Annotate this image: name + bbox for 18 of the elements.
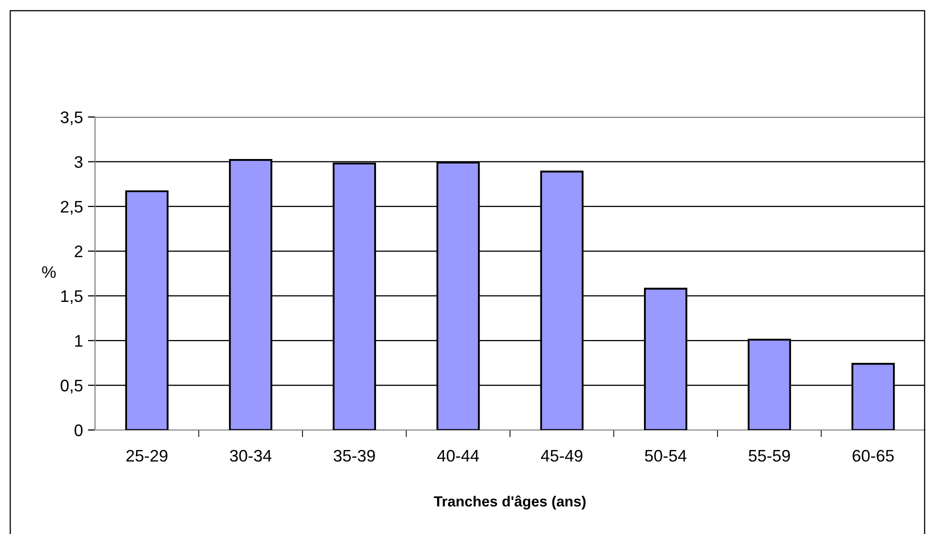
- x-tick-label: 25-29: [126, 450, 168, 462]
- y-tick-label: 2: [74, 246, 82, 258]
- x-tick-label: 35-39: [334, 450, 375, 462]
- y-tick-label: 0,5: [60, 380, 82, 394]
- y-tick-label: 1,5: [61, 290, 82, 304]
- y-tick-label: 2,5: [60, 200, 82, 215]
- x-tick-label: 45-49: [540, 450, 582, 462]
- x-tick-label: 30-34: [230, 450, 272, 462]
- y-tick-label: 3: [74, 156, 82, 168]
- x-tick-label: 50-54: [644, 450, 686, 462]
- x-axis-title: Tranches d'âges (ans): [434, 496, 586, 510]
- y-tick-label: 1: [75, 335, 82, 347]
- x-tick-label: 40-44: [437, 450, 479, 462]
- y-tick-label: 3,5: [60, 111, 82, 126]
- y-axis-title: %: [42, 266, 56, 278]
- x-tick-label: 60-65: [852, 450, 894, 462]
- y-tick-label: 0: [74, 424, 83, 436]
- x-tick-label: 55-59: [748, 450, 790, 462]
